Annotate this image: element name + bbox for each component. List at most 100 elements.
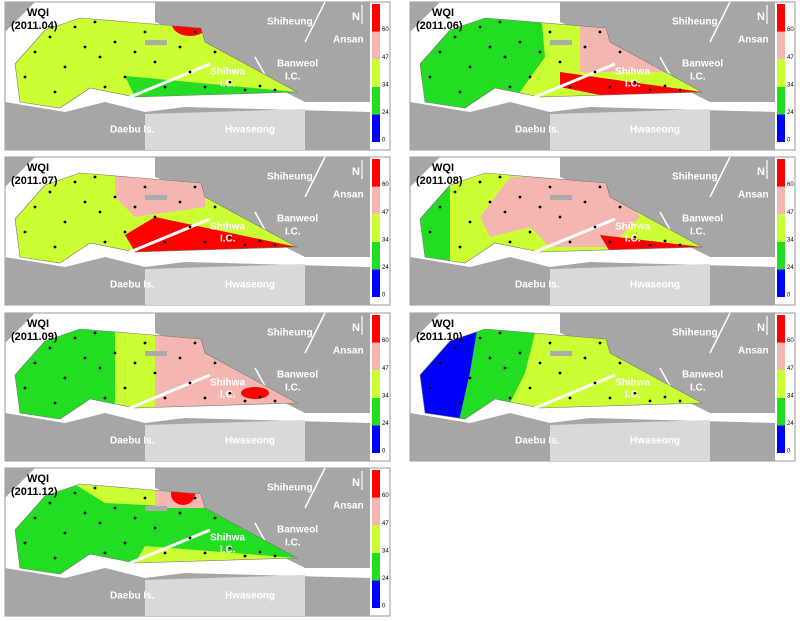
station <box>23 386 27 390</box>
land <box>155 468 370 568</box>
map-panel: ShiheungAnsanShihwaI.C.BanweolI.C.Daebu … <box>4 467 391 617</box>
station <box>33 205 37 209</box>
place-label: Banweol <box>682 214 723 225</box>
station <box>153 215 157 219</box>
station <box>33 50 37 54</box>
place-label: Daebu Is. <box>110 436 155 447</box>
land <box>560 313 775 413</box>
zone <box>241 387 269 399</box>
station <box>133 361 137 365</box>
station <box>598 30 602 34</box>
place-label: Ansan <box>738 346 769 357</box>
tidal-flat <box>550 109 710 150</box>
zone <box>560 72 702 97</box>
station <box>558 371 562 375</box>
legend-tick-label: 24 <box>787 110 794 116</box>
station <box>143 496 147 500</box>
road <box>709 156 731 198</box>
station <box>608 396 612 400</box>
place-label: Banweol <box>682 59 723 70</box>
place-label: Shihwa <box>210 378 245 389</box>
legend-tick-label: 0 <box>787 293 791 299</box>
seawall <box>534 373 616 410</box>
area-outline <box>14 483 299 575</box>
station <box>498 331 502 335</box>
station <box>678 243 682 247</box>
legend-band <box>777 397 785 426</box>
station <box>63 376 67 380</box>
station <box>63 65 67 69</box>
land <box>155 157 370 257</box>
station <box>228 235 232 239</box>
station <box>593 225 597 229</box>
legend-band <box>777 31 785 60</box>
place-label: Shihwa <box>210 67 245 78</box>
station <box>53 401 57 405</box>
legend-band <box>372 59 380 87</box>
place-label: Hwaseong <box>225 125 275 136</box>
station <box>618 50 622 54</box>
station <box>98 366 102 370</box>
legend-tick-label: 47 <box>787 55 794 61</box>
station <box>243 399 247 403</box>
station <box>113 195 117 199</box>
place-label: Daebu Is. <box>110 280 155 291</box>
panel-title: WQI <box>432 318 454 330</box>
station <box>468 65 472 69</box>
station <box>48 190 52 194</box>
legend-tick-label: 34 <box>382 237 389 243</box>
station <box>663 239 667 243</box>
dike <box>550 40 572 45</box>
station <box>508 240 512 244</box>
station <box>548 341 552 345</box>
place-label: Hwaseong <box>225 591 275 602</box>
road <box>304 467 326 509</box>
station <box>228 80 232 84</box>
station <box>663 84 667 88</box>
station <box>213 361 217 365</box>
station <box>258 84 262 88</box>
legend-band <box>372 186 380 215</box>
place-label: Shiheung <box>267 328 313 339</box>
legend-band <box>777 114 785 142</box>
station <box>23 541 27 545</box>
place-label: Daebu Is. <box>515 125 560 136</box>
station <box>83 45 87 49</box>
station <box>548 185 552 189</box>
place-label: Ansan <box>738 190 769 201</box>
legend-band <box>372 214 380 242</box>
panel-title: WQI <box>432 162 454 174</box>
dike <box>550 195 572 200</box>
legend-band <box>372 159 380 187</box>
station <box>503 366 507 370</box>
station <box>538 50 542 54</box>
station <box>593 381 597 385</box>
station <box>213 205 217 209</box>
station <box>633 391 637 395</box>
station <box>488 356 492 360</box>
station <box>123 230 127 234</box>
panel-date: (2011.10) <box>416 331 463 343</box>
station <box>163 396 167 400</box>
panel-title: WQI <box>27 162 49 174</box>
legend-band <box>372 552 380 581</box>
place-label: Hwaseong <box>225 280 275 291</box>
panel-date: (2011.08) <box>416 175 463 187</box>
panel-date: (2011.06) <box>416 20 463 32</box>
station <box>478 180 482 184</box>
station <box>453 190 457 194</box>
place-label: Shiheung <box>267 483 313 494</box>
station <box>113 40 117 44</box>
station <box>178 511 182 515</box>
station <box>273 399 277 403</box>
legend-band <box>372 31 380 60</box>
station <box>598 341 602 345</box>
legend-tick-label: 60 <box>787 182 794 188</box>
place-label: I.C. <box>690 227 706 238</box>
station <box>143 185 147 189</box>
station <box>178 45 182 49</box>
area-outline <box>419 328 704 420</box>
tidal-flat <box>550 264 710 305</box>
north-label: N <box>352 322 360 334</box>
place-label: Hwaseong <box>630 280 680 291</box>
